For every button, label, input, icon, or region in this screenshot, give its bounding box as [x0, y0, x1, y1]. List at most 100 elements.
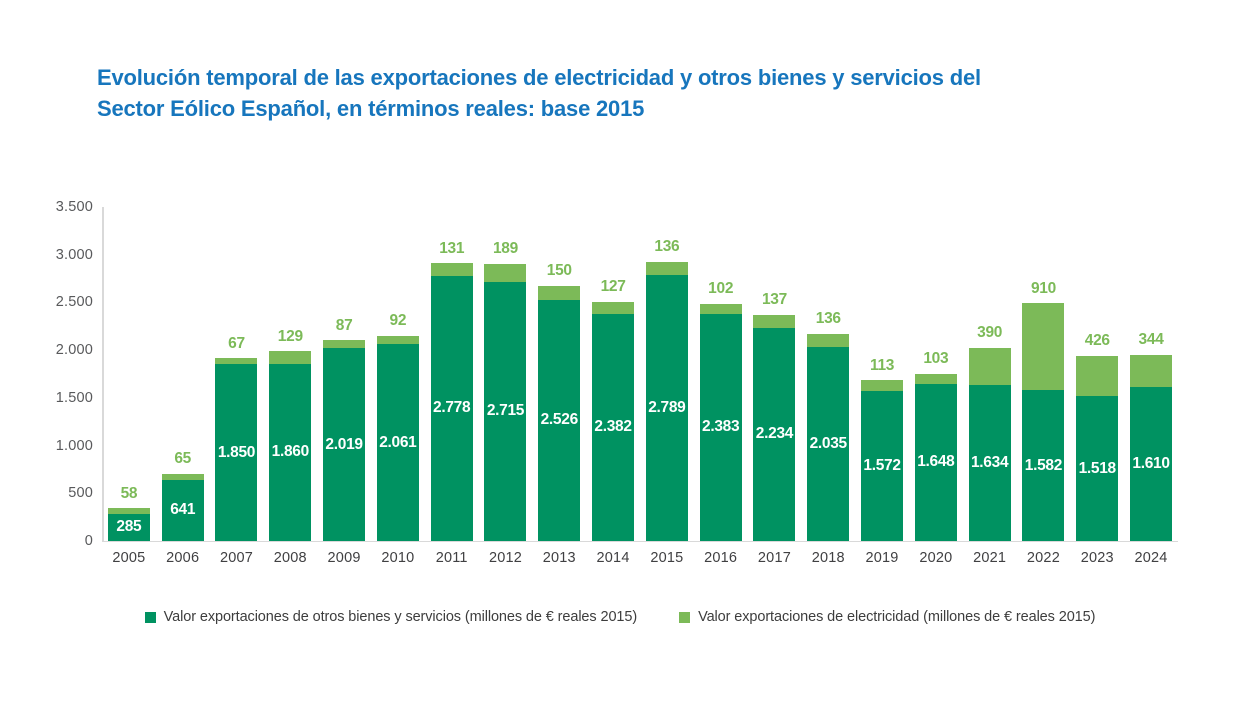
- bar-group-2022: 910 1.582 2022: [1017, 207, 1071, 566]
- electricity-segment: [484, 263, 527, 282]
- goods-services-segment: 2.035: [807, 346, 850, 541]
- goods-services-value-label: 2.789: [648, 398, 686, 416]
- goods-services-segment: 2.019: [323, 348, 366, 541]
- electricity-value-label: 344: [1138, 331, 1164, 349]
- bar-stack: 2.234: [753, 314, 796, 541]
- bar-group-2023: 426 1.518 2023: [1070, 207, 1124, 566]
- x-axis-label-2008: 2008: [273, 550, 307, 566]
- electricity-value-label: 65: [174, 450, 192, 468]
- electricity-value-label: 136: [815, 310, 841, 328]
- electricity-segment: [968, 347, 1011, 386]
- x-axis-label-2016: 2016: [704, 550, 738, 566]
- goods-services-segment: 1.634: [968, 385, 1011, 541]
- x-axis-label-2012: 2012: [488, 550, 522, 566]
- bar-group-2015: 136 2.789 2015: [640, 207, 694, 566]
- chart-title: Evolución temporal de las exportaciones …: [97, 62, 981, 124]
- goods-services-value-label: 1.610: [1132, 455, 1170, 473]
- electricity-segment: [861, 380, 904, 391]
- bar-stack: 1.582: [1022, 303, 1065, 541]
- bar-stack: 641: [161, 473, 204, 541]
- goods-services-value-label: 1.860: [271, 443, 310, 461]
- x-axis-line: [102, 540, 1178, 542]
- goods-services-segment: 1.518: [1076, 396, 1119, 541]
- ytick-label-3000: 3.000: [55, 246, 93, 263]
- x-axis-label-2009: 2009: [327, 550, 361, 566]
- ytick-label-500: 500: [68, 485, 93, 502]
- electricity-value-label: 129: [277, 327, 303, 345]
- bar-stack: 2.035: [807, 333, 850, 541]
- bar-group-2013: 150 2.526 2013: [532, 207, 586, 566]
- bar-group-2018: 136 2.035 2018: [801, 207, 855, 566]
- legend-item-electricity: Valor exportaciones de electricidad (mil…: [679, 609, 1095, 625]
- electricity-segment: [699, 303, 742, 314]
- x-axis-label-2022: 2022: [1026, 550, 1060, 566]
- goods-services-value-label: 2.382: [594, 418, 632, 436]
- bar-stack: 1.518: [1076, 355, 1119, 541]
- bar-group-2008: 129 1.860 2008: [263, 207, 317, 566]
- bar-group-2020: 103 1.648 2020: [909, 207, 963, 566]
- electricity-value-label: 910: [1030, 279, 1056, 297]
- electricity-segment: [430, 263, 473, 276]
- electricity-value-label: 426: [1084, 332, 1110, 349]
- electricity-segment: [161, 473, 204, 480]
- bar-group-2009: 87 2.019 2009: [317, 207, 371, 566]
- goods-services-value-label: 2.778: [433, 399, 471, 417]
- electricity-segment: [323, 340, 366, 349]
- bar-group-2024: 344 1.610 2024: [1124, 207, 1178, 566]
- goods-services-value-label: 1.648: [917, 453, 955, 471]
- bar-stack: 2.526: [538, 285, 581, 541]
- bar-group-2011: 131 2.778 2011: [425, 207, 479, 566]
- electricity-value-label: 127: [600, 278, 626, 296]
- legend-swatch-icon: [144, 611, 156, 623]
- goods-services-value-label: 2.234: [755, 425, 794, 443]
- bar-stack: 2.778: [430, 263, 473, 541]
- legend-swatch-icon: [679, 611, 691, 623]
- goods-services-value-label: 2.715: [486, 402, 525, 420]
- electricity-segment: [1130, 354, 1173, 388]
- goods-services-value-label: 1.572: [863, 457, 901, 474]
- chart-title-line2: Sector Eólico Español, en términos reale…: [97, 96, 645, 121]
- bar-stack: 2.383: [699, 303, 742, 541]
- x-axis-label-2023: 2023: [1080, 550, 1114, 566]
- goods-services-segment: 1.582: [1022, 390, 1065, 541]
- x-axis-label-2014: 2014: [596, 550, 630, 566]
- bar-stack: 1.634: [968, 347, 1011, 541]
- goods-services-segment: 1.648: [914, 383, 957, 541]
- goods-services-segment: 1.850: [215, 364, 258, 541]
- x-axis-label-2018: 2018: [811, 550, 845, 566]
- goods-services-segment: 285: [107, 513, 150, 541]
- x-axis-label-2007: 2007: [219, 550, 254, 566]
- goods-services-value-label: 1.634: [970, 454, 1009, 472]
- x-axis-label-2006: 2006: [166, 550, 200, 566]
- x-axis-label-2013: 2013: [542, 550, 576, 566]
- bar-stack: 1.610: [1130, 354, 1173, 541]
- chart-title-line1: Evolución temporal de las exportaciones …: [97, 65, 981, 90]
- ytick-label-2000: 2.000: [55, 342, 93, 359]
- bar-group-2012: 189 2.715 2012: [479, 207, 533, 566]
- bar-stack: 1.572: [861, 380, 904, 541]
- x-axis-label-2011: 2011: [435, 550, 468, 566]
- goods-services-segment: 1.860: [269, 363, 312, 541]
- electricity-segment: [376, 335, 419, 345]
- goods-services-value-label: 641: [170, 501, 196, 519]
- bar-group-2017: 137 2.234 2017: [748, 207, 802, 566]
- electricity-value-label: 136: [654, 238, 680, 256]
- goods-services-segment: 1.572: [861, 391, 904, 541]
- goods-services-value-label: 2.383: [702, 418, 740, 436]
- x-axis-label-2015: 2015: [650, 550, 684, 566]
- bar-group-2010: 92 2.061 2010: [371, 207, 425, 566]
- goods-services-value-label: 2.526: [540, 411, 579, 429]
- goods-services-segment: 2.234: [753, 327, 796, 541]
- goods-services-segment: 2.789: [645, 274, 688, 541]
- goods-services-value-label: 2.019: [325, 435, 363, 453]
- goods-services-value-label: 2.061: [379, 433, 417, 451]
- legend-label: Valor exportaciones de electricidad (mil…: [698, 609, 1096, 625]
- electricity-segment: [215, 358, 258, 365]
- x-axis-label-2010: 2010: [381, 550, 415, 566]
- goods-services-value-label: 285: [116, 518, 142, 536]
- ytick-label-0: 0: [84, 533, 93, 549]
- electricity-value-label: 92: [389, 312, 407, 330]
- bar-group-2016: 102 2.383 2016: [694, 207, 748, 566]
- ytick-label-3500: 3.500: [55, 199, 93, 215]
